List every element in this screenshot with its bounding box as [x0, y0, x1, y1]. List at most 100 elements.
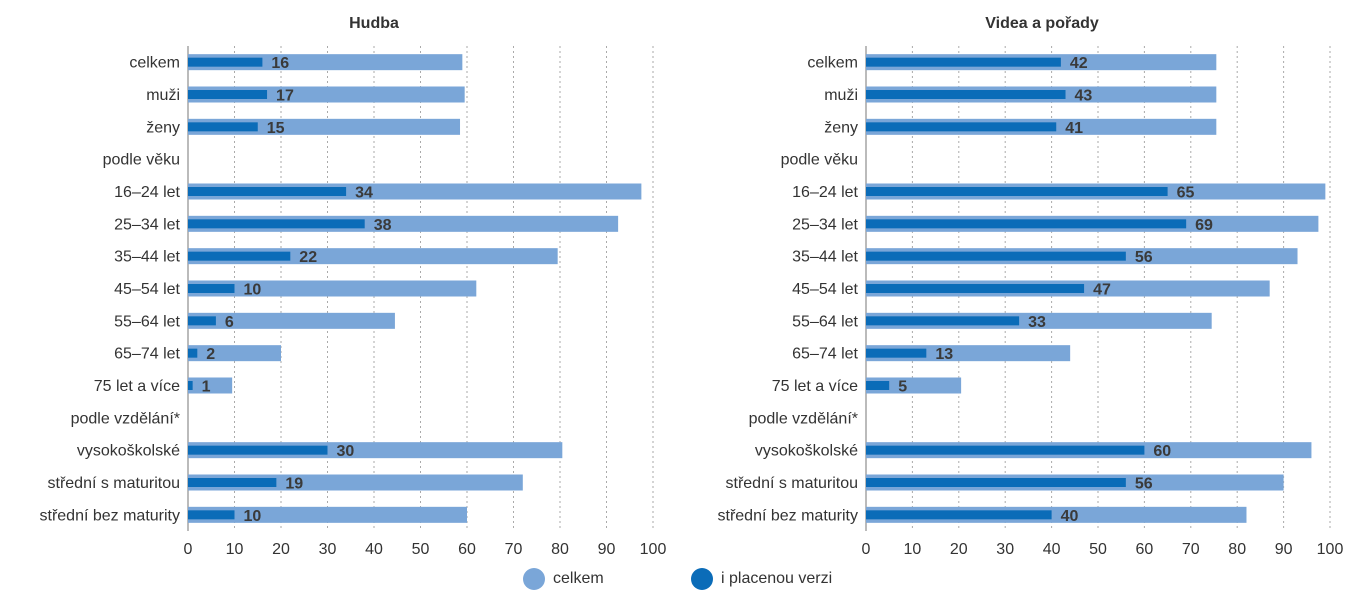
bar-paid: [188, 445, 328, 455]
x-tick-label: 20: [272, 541, 290, 558]
bar-total: [188, 506, 467, 523]
category-label: celkem: [129, 55, 180, 72]
bar-paid: [188, 57, 263, 67]
legend-item-total: celkem: [523, 568, 604, 590]
bar-paid: [188, 90, 268, 99]
category-label: 75 let a více: [772, 378, 858, 395]
bar-paid: [188, 348, 198, 358]
category-label: střední bez maturity: [40, 507, 181, 524]
category-label: 25–34 let: [114, 216, 180, 233]
bar-paid: [188, 284, 235, 293]
value-label: 2: [206, 346, 215, 363]
category-label: 45–54 let: [792, 281, 858, 298]
category-label: střední s maturitou: [726, 475, 859, 492]
x-tick-label: 40: [365, 541, 383, 558]
bar-total: [188, 280, 477, 297]
bar-paid: [866, 316, 1020, 326]
bar-paid: [188, 478, 277, 487]
category-label: 75 let a více: [94, 378, 180, 395]
x-tick-label: 50: [412, 541, 430, 558]
value-label: 6: [225, 314, 234, 331]
legend-swatch-paid: [691, 568, 713, 590]
x-tick-label: 100: [640, 541, 667, 558]
x-tick-label: 70: [505, 541, 523, 558]
bar-paid: [866, 57, 1061, 67]
bar-paid: [866, 510, 1052, 520]
value-label: 19: [285, 476, 303, 493]
bar-total: [188, 345, 281, 362]
value-label: 60: [1153, 443, 1171, 460]
legend-label-paid: i placenou verzi: [721, 570, 833, 587]
legend-label-total: celkem: [553, 570, 604, 587]
x-tick-label: 90: [1275, 541, 1293, 558]
x-tick-label: 30: [319, 541, 337, 558]
legend-swatch-total: [523, 568, 545, 590]
x-tick-label: 10: [904, 541, 922, 558]
bar-paid: [866, 284, 1085, 293]
bar-paid: [866, 187, 1168, 196]
bar-paid: [188, 316, 216, 326]
category-label: ženy: [824, 119, 858, 136]
value-label: 5: [898, 379, 907, 396]
value-label: 40: [1061, 508, 1079, 525]
x-tick-label: 100: [1317, 541, 1344, 558]
category-label: střední s maturitou: [48, 475, 181, 492]
x-tick-label: 70: [1182, 541, 1200, 558]
x-tick-label: 10: [226, 541, 244, 558]
value-label: 41: [1065, 120, 1083, 137]
category-label: 16–24 let: [114, 184, 180, 201]
x-tick-label: 80: [1228, 541, 1246, 558]
value-label: 13: [935, 346, 953, 363]
category-label: muži: [824, 87, 858, 104]
bar-paid: [866, 122, 1057, 132]
value-label: 69: [1195, 217, 1213, 234]
category-label: 45–54 let: [114, 281, 180, 298]
value-label: 15: [267, 120, 285, 137]
bar-paid: [866, 445, 1145, 455]
category-label: ženy: [146, 119, 180, 136]
x-tick-label: 90: [598, 541, 616, 558]
value-label: 33: [1028, 314, 1046, 331]
category-label: 65–74 let: [792, 346, 858, 363]
value-label: 42: [1070, 55, 1088, 72]
bar-total: [188, 312, 395, 329]
value-label: 56: [1135, 249, 1153, 266]
x-tick-label: 60: [458, 541, 476, 558]
value-label: 56: [1135, 476, 1153, 493]
bar-paid: [188, 122, 258, 132]
category-label: 35–44 let: [792, 249, 858, 266]
category-label: podle vzdělání*: [71, 410, 180, 427]
bar-paid: [866, 381, 890, 390]
chart-title: Hudba: [349, 15, 399, 32]
x-tick-label: 40: [1043, 541, 1061, 558]
value-label: 16: [271, 55, 289, 72]
value-label: 10: [244, 282, 262, 299]
bar-paid: [188, 510, 235, 520]
value-label: 65: [1177, 185, 1195, 202]
bar-paid: [188, 381, 193, 390]
category-label: 25–34 let: [792, 216, 858, 233]
bar-paid: [866, 251, 1126, 261]
x-tick-label: 50: [1089, 541, 1107, 558]
value-label: 34: [355, 185, 373, 202]
bar-paid: [188, 187, 347, 196]
bar-paid: [866, 348, 927, 358]
chart-title: Videa a pořady: [985, 15, 1099, 32]
bar-paid: [866, 219, 1187, 229]
category-label: 65–74 let: [114, 346, 180, 363]
value-label: 43: [1075, 88, 1093, 105]
bar-paid: [866, 90, 1066, 99]
category-label: podle věku: [781, 152, 858, 169]
category-label: podle věku: [103, 152, 180, 169]
category-label: vysokoškolské: [77, 443, 180, 460]
value-label: 38: [374, 217, 392, 234]
value-label: 1: [202, 379, 211, 396]
category-label: vysokoškolské: [755, 443, 858, 460]
x-tick-label: 0: [184, 541, 193, 558]
legend: celkem i placenou verzi: [0, 568, 1347, 590]
category-label: 55–64 let: [114, 313, 180, 330]
x-tick-label: 20: [950, 541, 968, 558]
